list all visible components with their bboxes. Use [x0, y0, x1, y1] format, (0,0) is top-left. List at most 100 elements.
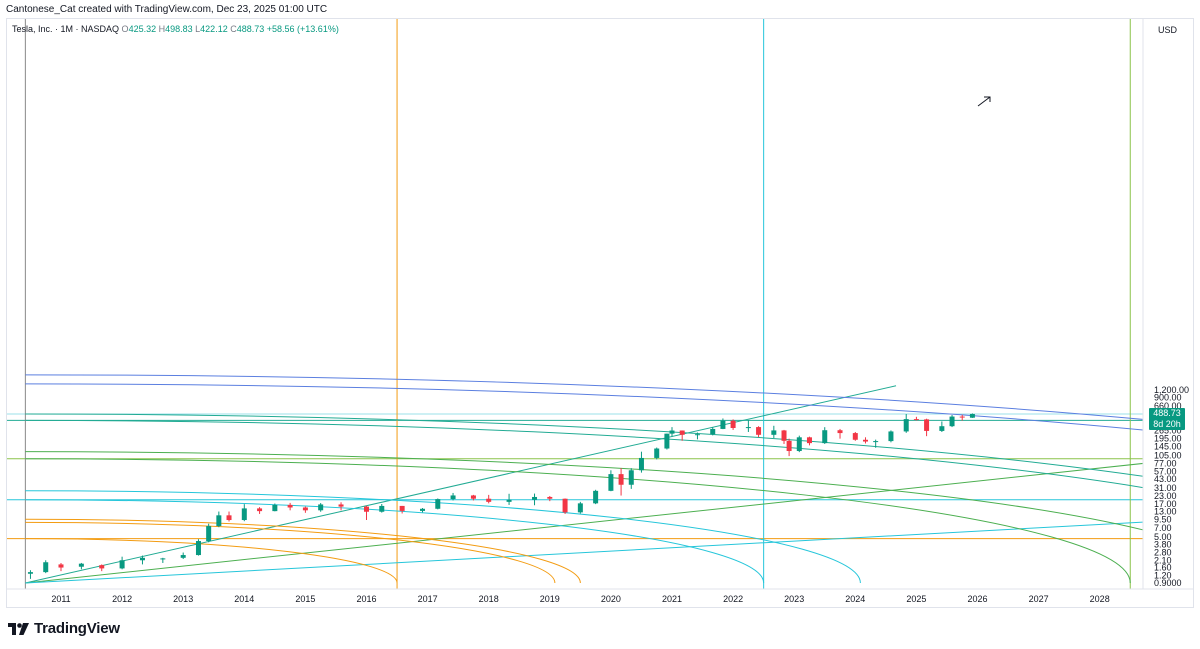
candle [206, 523, 212, 543]
candle [618, 468, 624, 496]
tradingview-logo-icon [8, 622, 29, 635]
candle-body [822, 430, 828, 444]
x-tick-label: 2027 [1029, 594, 1049, 604]
candle [216, 511, 222, 528]
candle-body [720, 420, 726, 429]
candle-body [562, 498, 568, 513]
x-tick-label: 2021 [662, 594, 682, 604]
candle [903, 414, 909, 433]
candle-body [506, 499, 512, 502]
tradingview-logo[interactable]: TradingView [8, 620, 120, 637]
candle-body [420, 508, 426, 511]
trend-line [25, 385, 897, 584]
candle [710, 427, 716, 436]
candle-body [664, 433, 670, 449]
x-tick-label: 2013 [173, 594, 193, 604]
trend-line [25, 521, 1143, 584]
candle [720, 418, 726, 430]
candle-body [399, 505, 405, 511]
candle-body [654, 448, 660, 458]
candle [364, 505, 369, 521]
arc [25, 451, 1143, 531]
candle-body [241, 508, 247, 521]
close-label: C [230, 24, 237, 34]
candle [837, 428, 843, 439]
close-value: 488.73 [236, 24, 265, 34]
y-tick-label: 3.80 [1154, 539, 1172, 549]
y-tick-label: 57.00 [1154, 467, 1177, 477]
candle [959, 414, 965, 421]
candle-body [226, 515, 232, 521]
candle [226, 511, 232, 522]
candles-layer [27, 413, 975, 579]
candle-body [888, 431, 894, 442]
candle [420, 508, 426, 513]
candle [888, 430, 894, 443]
candle [730, 419, 736, 430]
candle [486, 494, 492, 504]
currency-label: USD [1158, 25, 1178, 35]
candle [78, 562, 84, 570]
open-value: 425.32 [128, 24, 157, 34]
candle-body [796, 437, 802, 452]
y-tick-label: 145.00 [1154, 442, 1182, 452]
candle [547, 496, 553, 502]
y-tick-label: 195.00 [1154, 434, 1182, 444]
candle-body [139, 557, 145, 561]
candle-body [837, 430, 843, 434]
candle-body [638, 457, 644, 471]
candle [939, 421, 945, 432]
x-tick-label: 2025 [906, 594, 926, 604]
candle [399, 505, 405, 514]
candle-body [781, 430, 787, 441]
candle-body [58, 564, 64, 568]
arc [25, 458, 1131, 584]
arc [25, 518, 581, 584]
candle-body [486, 498, 492, 502]
candle [318, 503, 324, 512]
y-tick-label: 0.9000 [1154, 578, 1182, 588]
candle-body [939, 426, 945, 431]
candle-body [873, 441, 879, 443]
y-tick-label: 23.00 [1154, 491, 1177, 501]
candle [379, 503, 385, 513]
candle [949, 415, 955, 428]
candle [450, 492, 456, 501]
y-tick-label: 105.00 [1154, 450, 1182, 460]
candle [302, 506, 308, 513]
y-tick-label: 265.00 [1154, 425, 1182, 435]
candle [27, 570, 33, 579]
candle [822, 427, 828, 444]
x-tick-label: 2017 [418, 594, 438, 604]
x-tick-label: 2022 [723, 594, 743, 604]
open-label: O [121, 24, 129, 34]
candle-body [435, 499, 441, 509]
candle-body [119, 560, 125, 569]
last-price-value: 488.73 [1153, 407, 1181, 418]
x-tick-label: 2023 [784, 594, 804, 604]
candle [195, 539, 201, 556]
arc [25, 383, 1143, 431]
high-label: H [158, 24, 166, 34]
y-tick-label: 7.00 [1154, 523, 1172, 533]
candle [654, 447, 660, 460]
candle-body [78, 563, 84, 567]
candle [119, 556, 125, 570]
x-tick-label: 2016 [356, 594, 376, 604]
chart-credit: Cantonese_Cat created with TradingView.c… [6, 4, 328, 15]
candle [873, 439, 879, 448]
candle-body [806, 437, 812, 444]
candle [862, 437, 868, 444]
candle-body [913, 419, 919, 421]
candle [756, 426, 762, 438]
candle [796, 435, 802, 453]
arc [25, 499, 765, 584]
candle-body [593, 490, 599, 504]
y-tick-label: 660.00 [1154, 401, 1182, 411]
y-tick-label: 13.00 [1154, 506, 1177, 516]
candle [669, 427, 675, 437]
candle-body [379, 505, 385, 512]
arc [25, 419, 1143, 489]
candle-body [756, 427, 762, 435]
